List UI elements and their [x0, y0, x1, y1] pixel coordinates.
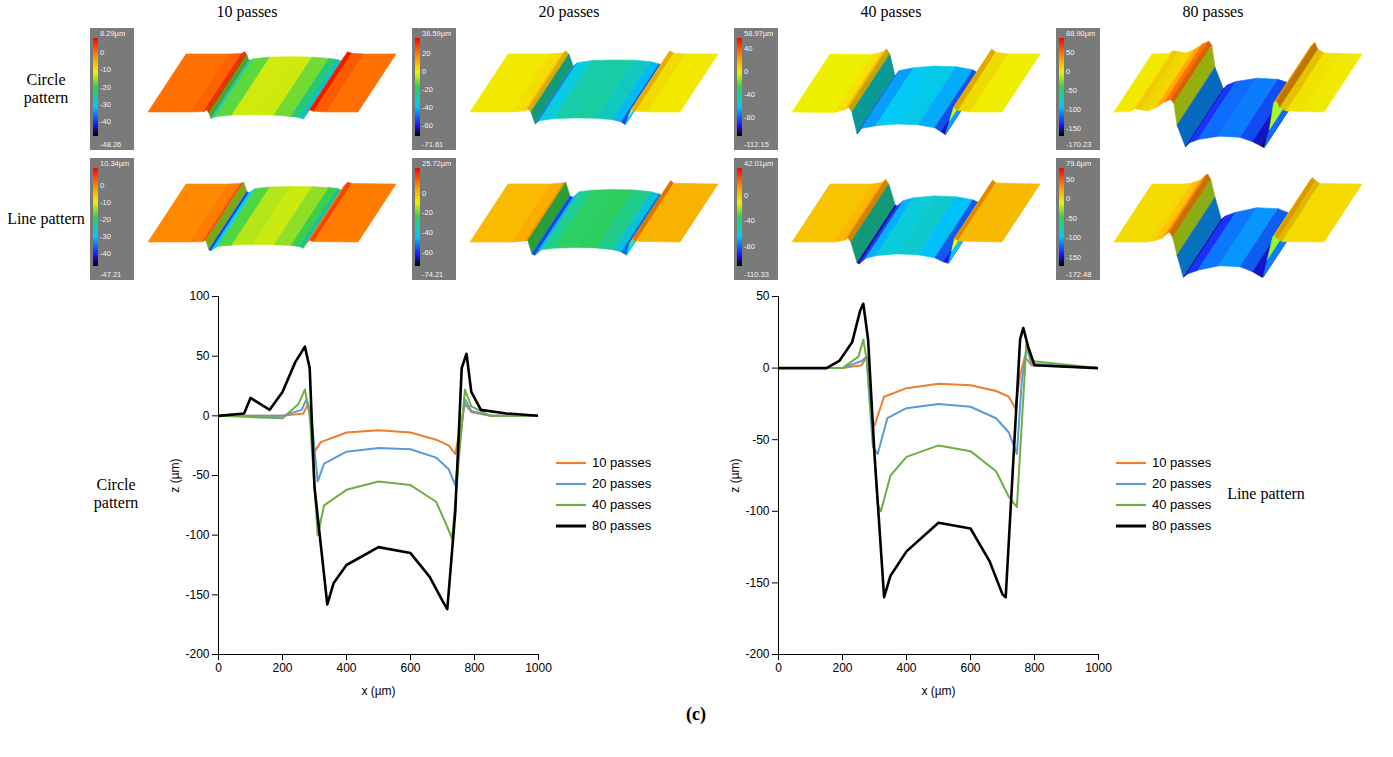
svg-text:z (µm): z (µm)	[728, 458, 742, 492]
svg-text:-80: -80	[744, 113, 755, 122]
svg-text:z (µm): z (µm)	[168, 458, 182, 492]
svg-text:0: 0	[215, 661, 222, 675]
svg-text:-80: -80	[744, 242, 755, 251]
svg-text:-100: -100	[745, 504, 769, 518]
html-text:Circle pattern: Circle pattern	[93, 476, 139, 511]
svg-text:-100: -100	[185, 528, 209, 542]
html-text:10 passes: 10 passes	[216, 3, 278, 20]
svg-text:79.6µm: 79.6µm	[1066, 159, 1091, 168]
svg-text:600: 600	[960, 661, 980, 675]
svg-text:-74.21: -74.21	[422, 270, 443, 279]
svg-text:36.59µm: 36.59µm	[422, 29, 451, 38]
svg-text:1000: 1000	[1085, 661, 1112, 675]
svg-text:-50: -50	[1066, 86, 1077, 95]
svg-text:0: 0	[1066, 67, 1070, 76]
svg-text:100: 100	[189, 289, 209, 303]
svg-text:-50: -50	[752, 433, 770, 447]
svg-text:-48.26: -48.26	[100, 140, 121, 149]
html-text:Line pattern: Line pattern	[7, 210, 85, 227]
svg-text:-200: -200	[745, 647, 769, 661]
svg-text:-110.33: -110.33	[744, 270, 769, 279]
svg-text:-30: -30	[100, 100, 111, 109]
svg-text:0: 0	[422, 67, 426, 76]
svg-text:-50: -50	[192, 468, 210, 482]
svg-text:-40: -40	[100, 249, 111, 258]
svg-text:50: 50	[196, 349, 210, 363]
svg-text:0: 0	[775, 661, 782, 675]
svg-text:-170.23: -170.23	[1066, 140, 1091, 149]
svg-text:-20: -20	[422, 208, 433, 217]
svg-text:50: 50	[1066, 48, 1074, 57]
svg-text:1000: 1000	[525, 661, 552, 675]
svg-text:-150: -150	[185, 588, 209, 602]
svg-text:0: 0	[100, 48, 104, 57]
html-text:10 passes: 10 passes	[1152, 455, 1212, 470]
svg-text:-150: -150	[745, 576, 769, 590]
svg-text:800: 800	[464, 661, 484, 675]
svg-text:-100: -100	[1066, 105, 1081, 114]
svg-text:88.90µm: 88.90µm	[1066, 29, 1095, 38]
svg-text:0: 0	[422, 189, 426, 198]
svg-text:0: 0	[744, 191, 748, 200]
svg-text:x (µm): x (µm)	[921, 684, 955, 698]
svg-text:58.97µm: 58.97µm	[744, 29, 773, 38]
svg-text:200: 200	[272, 661, 292, 675]
svg-text:-172.48: -172.48	[1066, 270, 1091, 279]
html-text:80 passes: 80 passes	[1182, 3, 1244, 20]
svg-text:20: 20	[422, 49, 430, 58]
svg-text:-150: -150	[1066, 124, 1081, 133]
html-text:10 passes: 10 passes	[592, 455, 652, 470]
svg-text:10.34µm: 10.34µm	[100, 159, 129, 168]
svg-text:400: 400	[336, 661, 356, 675]
svg-text:200: 200	[832, 661, 852, 675]
svg-text:-10: -10	[100, 198, 111, 207]
html-text:Line pattern: Line pattern	[1227, 485, 1305, 502]
svg-text:-20: -20	[100, 215, 111, 224]
svg-text:-20: -20	[100, 83, 111, 92]
svg-text:-40: -40	[422, 103, 433, 112]
svg-text:800: 800	[1024, 661, 1044, 675]
html-text:40 passes: 40 passes	[1152, 497, 1212, 512]
svg-text:-71.61: -71.61	[422, 140, 443, 149]
svg-text:-50: -50	[1066, 214, 1077, 223]
svg-text:-100: -100	[1066, 233, 1081, 242]
svg-text:-47.21: -47.21	[100, 270, 121, 279]
svg-text:-60: -60	[422, 121, 433, 130]
svg-text:-60: -60	[422, 248, 433, 257]
svg-text:25.72µm: 25.72µm	[422, 159, 451, 168]
html-text:20 passes: 20 passes	[1152, 476, 1212, 491]
svg-text:400: 400	[896, 661, 916, 675]
svg-text:-112.15: -112.15	[744, 140, 769, 149]
svg-text:0: 0	[744, 67, 748, 76]
html-text:20 passes: 20 passes	[592, 476, 652, 491]
html-text:20 passes: 20 passes	[538, 3, 600, 20]
html-text:80 passes: 80 passes	[1152, 518, 1212, 533]
svg-text:50: 50	[1066, 175, 1074, 184]
svg-text:-30: -30	[100, 232, 111, 241]
svg-text:-40: -40	[422, 228, 433, 237]
svg-text:-40: -40	[744, 90, 755, 99]
svg-text:x (µm): x (µm)	[361, 684, 395, 698]
html-text:40 passes: 40 passes	[860, 3, 922, 20]
svg-text:-150: -150	[1066, 253, 1081, 262]
svg-text:0: 0	[1066, 194, 1070, 203]
svg-text:-40: -40	[100, 117, 111, 126]
html-text:(c): (c)	[686, 704, 706, 724]
html-text:40 passes: 40 passes	[592, 497, 652, 512]
html-text:80 passes: 80 passes	[592, 518, 652, 533]
svg-text:0: 0	[100, 181, 104, 190]
svg-text:-10: -10	[100, 65, 111, 74]
svg-text:40: 40	[744, 44, 752, 53]
svg-text:0: 0	[763, 361, 770, 375]
svg-text:0: 0	[203, 409, 210, 423]
svg-text:-40: -40	[744, 216, 755, 225]
svg-text:-200: -200	[185, 647, 209, 661]
svg-text:42.01µm: 42.01µm	[744, 159, 773, 168]
svg-text:8.29µm: 8.29µm	[100, 29, 125, 38]
svg-text:600: 600	[400, 661, 420, 675]
svg-text:-20: -20	[422, 85, 433, 94]
html-text:Circle pattern: Circle pattern	[23, 71, 69, 106]
svg-text:50: 50	[756, 289, 770, 303]
